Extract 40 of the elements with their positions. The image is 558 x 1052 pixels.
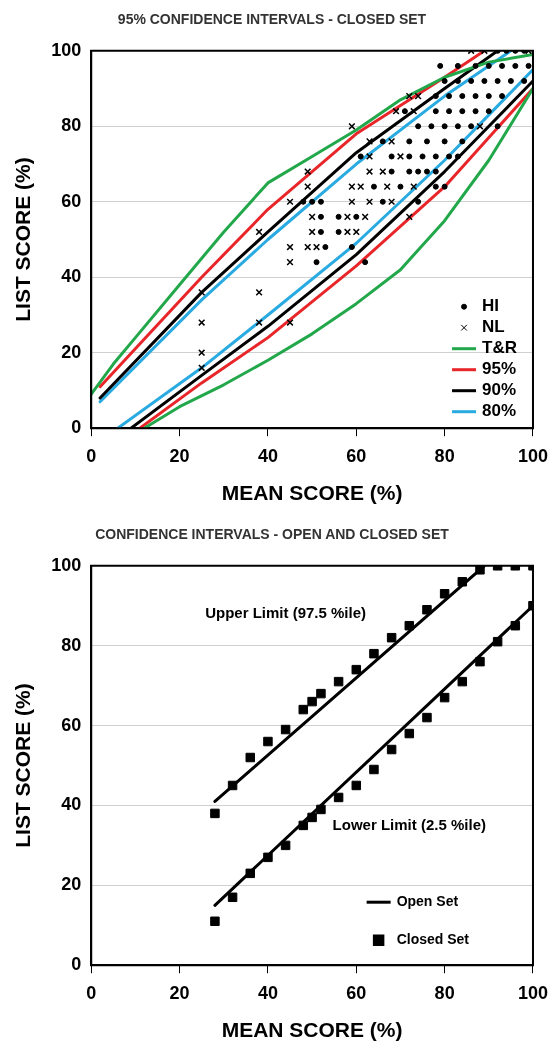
x-tick-label: 100 bbox=[517, 445, 549, 466]
legend-label: Closed Set bbox=[396, 931, 470, 948]
chart-title: CONFIDENCE INTERVALS - OPEN AND CLOSED SET bbox=[95, 526, 450, 543]
x-tick-label: 20 bbox=[169, 445, 190, 466]
y-tick-label: 0 bbox=[71, 417, 82, 438]
x-tick-label: 0 bbox=[86, 445, 97, 466]
x-axis-title: MEAN SCORE (%) bbox=[221, 1018, 403, 1042]
y-tick-label: 80 bbox=[61, 115, 82, 136]
legend-label: HI bbox=[482, 296, 500, 316]
x-tick-label: 80 bbox=[434, 445, 455, 466]
chart-title: 95% CONFIDENCE INTERVALS - CLOSED SET bbox=[117, 11, 427, 28]
y-tick-label: 40 bbox=[61, 794, 82, 815]
y-tick-label: 40 bbox=[61, 266, 82, 287]
x-tick-label: 40 bbox=[257, 982, 278, 1003]
annotation: Lower Limit (2.5 %ile) bbox=[332, 815, 486, 833]
y-tick-label: 60 bbox=[61, 190, 82, 211]
x-tick-label: 0 bbox=[86, 982, 97, 1003]
y-tick-label: 80 bbox=[61, 634, 82, 655]
annotation: Upper Limit (97.5 %ile) bbox=[205, 603, 367, 621]
legend-label: 95% bbox=[482, 359, 517, 379]
x-tick-label: 60 bbox=[346, 445, 367, 466]
x-tick-label: 40 bbox=[257, 445, 278, 466]
x-tick-label: 20 bbox=[169, 982, 190, 1003]
y-tick-label: 60 bbox=[61, 714, 82, 735]
x-axis-title: MEAN SCORE (%) bbox=[221, 481, 403, 505]
y-axis-title: LIST SCORE (%) bbox=[11, 683, 35, 848]
x-tick-label: 60 bbox=[346, 982, 367, 1003]
y-tick-label: 20 bbox=[61, 341, 82, 362]
x-tick-label: 100 bbox=[517, 982, 549, 1003]
y-tick-label: 20 bbox=[61, 874, 82, 895]
legend-label: T&R bbox=[482, 338, 517, 358]
x-tick-label: 80 bbox=[434, 982, 455, 1003]
legend-label: Open Set bbox=[396, 893, 459, 910]
legend-label: NL bbox=[482, 317, 505, 337]
y-tick-label: 100 bbox=[51, 554, 82, 575]
y-tick-label: 100 bbox=[51, 39, 82, 60]
legend-label: 80% bbox=[482, 401, 517, 421]
y-tick-label: 0 bbox=[71, 954, 82, 975]
y-axis-title: LIST SCORE (%) bbox=[11, 157, 35, 322]
legend-label: 90% bbox=[482, 380, 517, 400]
